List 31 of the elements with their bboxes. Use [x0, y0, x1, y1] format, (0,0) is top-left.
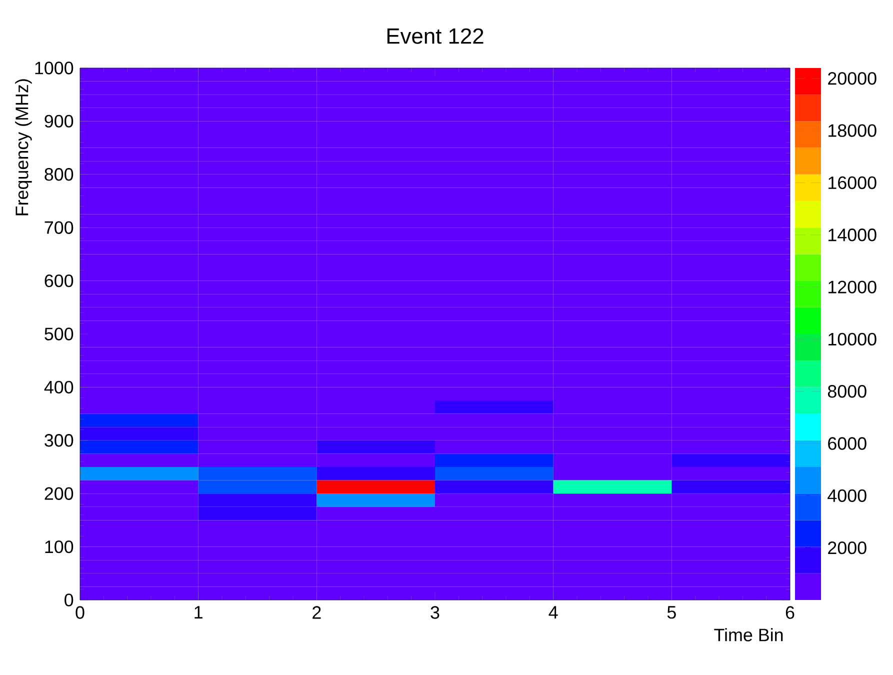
y-tick-label: 0: [64, 594, 74, 606]
x-tick-label: 2: [312, 606, 321, 619]
y-tick-label: 300: [44, 434, 74, 447]
chart-title: Event 122: [387, 28, 484, 44]
color-bar-label: 10000: [828, 332, 876, 346]
x-tick-label: 0: [76, 606, 84, 619]
y-tick-label: 600: [44, 274, 74, 288]
x-tick-label: 1: [194, 606, 202, 619]
x-tick-label: 5: [667, 606, 676, 619]
color-bar-label: 16000: [828, 176, 876, 190]
y-tick-label: 900: [44, 114, 74, 128]
y-tick-label: 700: [44, 221, 74, 234]
x-axis-title: Time Bin: [714, 628, 783, 642]
x-tick-label: 6: [786, 606, 794, 619]
y-tick-label: 100: [45, 540, 74, 554]
color-bar-label: 18000: [828, 124, 876, 137]
color-bar-label: 20000: [828, 72, 876, 85]
y-tick-label: 200: [44, 487, 74, 500]
y-tick-label: 400: [44, 380, 74, 394]
color-bar-label: 12000: [828, 280, 876, 294]
y-axis-title: Frequency (MHz): [15, 79, 32, 216]
y-tick-label: 1000: [35, 62, 74, 74]
x-tick-label: 4: [548, 606, 558, 619]
y-tick-label: 800: [44, 168, 74, 181]
color-bar-label: 6000: [828, 437, 866, 450]
color-bar-label: 14000: [828, 228, 876, 242]
color-bar-label: 2000: [828, 541, 866, 554]
x-tick-label: 3: [430, 606, 440, 619]
color-bar-label: 4000: [828, 489, 866, 502]
y-tick-label: 500: [44, 328, 74, 340]
color-bar-label: 8000: [828, 385, 866, 398]
